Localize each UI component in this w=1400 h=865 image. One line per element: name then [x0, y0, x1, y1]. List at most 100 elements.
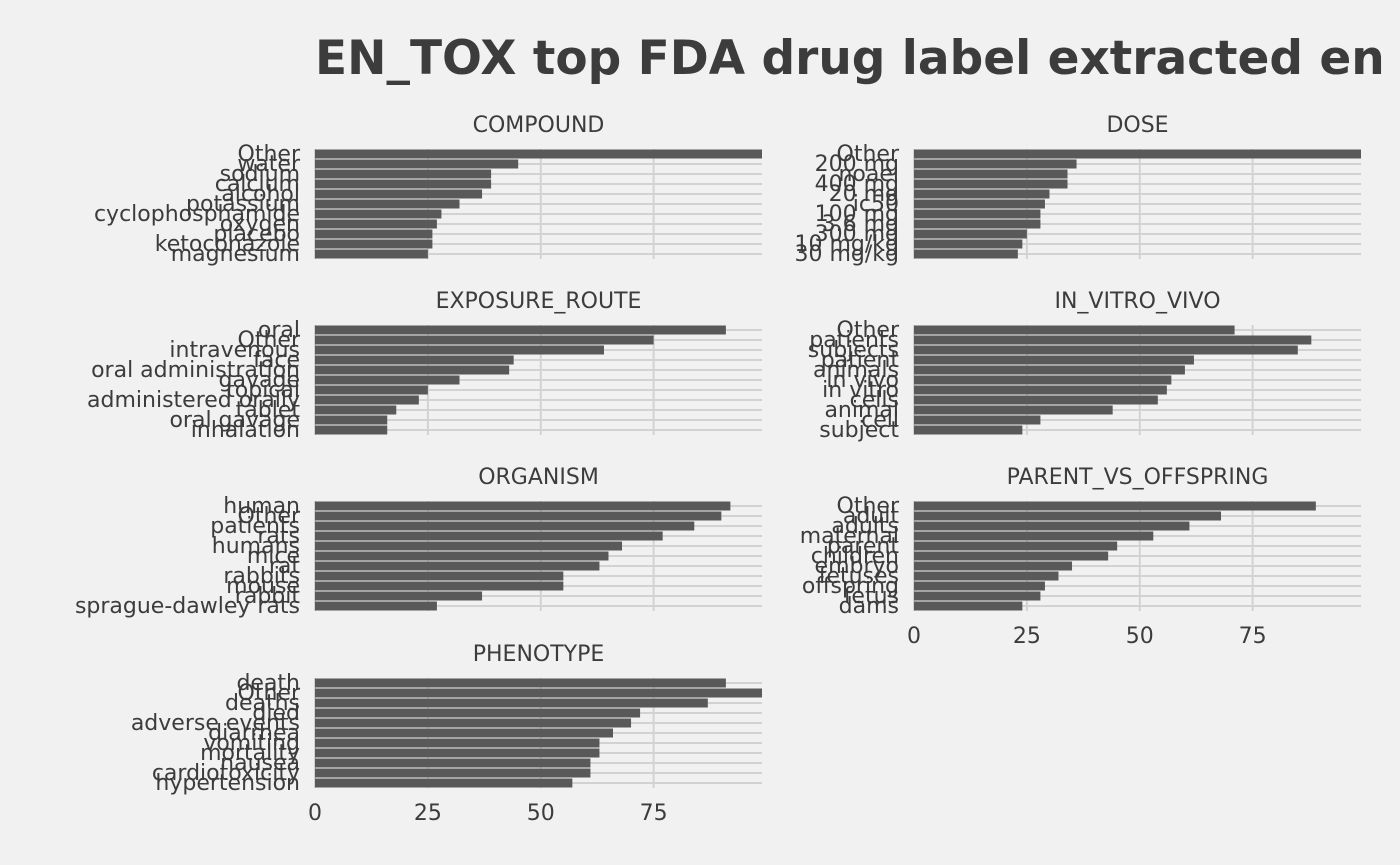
bar-subjects	[914, 345, 1298, 355]
bar-tablet	[315, 405, 397, 415]
bar-other	[315, 688, 762, 698]
bar-parent	[914, 541, 1118, 551]
category-label: noael	[838, 162, 899, 187]
x-tick-label: 0	[308, 801, 322, 826]
category-label: 100 mg	[815, 202, 899, 227]
bar-20-mg	[914, 189, 1050, 199]
bar-fetuses	[914, 571, 1059, 581]
category-label: intravenous	[169, 338, 300, 363]
category-label: died	[252, 701, 300, 726]
category-label: oral gavage	[169, 408, 300, 433]
category-label: subject	[819, 418, 899, 443]
bar-topical	[315, 385, 428, 395]
panel-compound: COMPOUND Otherwatersodiumcalciumalcoholpo…	[94, 113, 762, 267]
bar-patients	[914, 335, 1312, 345]
bar-in-vivo	[914, 375, 1172, 385]
bar-ic50	[914, 199, 1045, 209]
bar-calcium	[315, 179, 492, 189]
bar-offspring	[914, 581, 1045, 591]
panel-organism: ORGANISM humanOtherpatientsratshumansmice…	[75, 465, 762, 619]
bar-nausea	[315, 758, 591, 768]
panel-title: DOSE	[1106, 113, 1168, 138]
category-label: 3.6 mg	[822, 212, 899, 237]
category-label: maternal	[800, 524, 899, 549]
category-label: patients	[210, 514, 300, 539]
bar-other	[315, 149, 762, 159]
category-label: subjects	[808, 338, 899, 363]
bar-adults	[914, 521, 1190, 531]
category-label: nausea	[220, 751, 300, 776]
category-label: Other	[837, 494, 900, 519]
category-label: children	[811, 544, 899, 569]
bar-noael	[914, 169, 1068, 179]
panel-title: EXPOSURE_ROUTE	[436, 289, 642, 314]
bar-hypertension	[315, 778, 573, 788]
bar-human	[315, 501, 731, 511]
category-label: mice	[247, 544, 300, 569]
bar-ketoconazole	[315, 239, 433, 249]
bar-10-mg-kg	[914, 239, 1023, 249]
bar-deaths	[315, 698, 708, 708]
category-label: animals	[813, 358, 899, 383]
bar-embryo	[914, 561, 1073, 571]
bar-mortality	[315, 748, 600, 758]
bar-cells	[914, 395, 1158, 405]
bar-gavage	[315, 375, 460, 385]
bar-died	[315, 708, 641, 718]
category-label: Other	[238, 328, 301, 353]
bar-humans	[315, 541, 623, 551]
bar-intravenous	[315, 345, 604, 355]
bar-mice	[315, 551, 609, 561]
category-label: sodium	[220, 162, 300, 187]
bar-100-mg	[914, 209, 1041, 219]
panel-title: PHENOTYPE	[473, 642, 605, 667]
bar-animal	[914, 405, 1113, 415]
category-label: cells	[850, 388, 899, 413]
bar-children	[914, 551, 1109, 561]
x-tick-label: 50	[1126, 624, 1154, 649]
bar-cyclophosphamide	[315, 209, 442, 219]
category-label: ketoconazole	[155, 232, 300, 257]
category-label: rabbit	[235, 584, 301, 609]
category-label: parent	[827, 534, 899, 559]
category-label: 10 mg/kg	[795, 232, 900, 257]
bar-cell	[914, 415, 1041, 425]
category-label: patient	[821, 348, 900, 373]
category-label: offspring	[802, 574, 899, 599]
panel-title: IN_VITRO_VIVO	[1054, 289, 1220, 314]
x-tick-label: 25	[1013, 624, 1041, 649]
bar-adult	[914, 511, 1222, 521]
bar-fetus	[914, 591, 1041, 601]
bar-magnesium	[315, 249, 428, 259]
bar-other	[315, 335, 654, 345]
panel-parent-vs-offspring: PARENT_VS_OFFSPRING Otheradultadultsmater…	[800, 465, 1361, 649]
category-label: in vitro	[822, 378, 899, 403]
bar-adverse-events	[315, 718, 632, 728]
bar-potassium	[315, 199, 460, 209]
category-label: fetus	[844, 584, 899, 609]
chart-title: EN_TOX top FDA drug label extracted en	[315, 31, 1385, 86]
bar-400-mg	[914, 179, 1068, 189]
category-label: tablet	[236, 398, 301, 423]
bar-dams	[914, 601, 1023, 611]
bar-rat	[315, 561, 600, 571]
bar-in-vitro	[914, 385, 1167, 395]
category-label: oxygen	[220, 212, 300, 237]
category-label: human	[223, 494, 300, 519]
category-label: Other	[837, 318, 900, 343]
bar-rabbit	[315, 591, 483, 601]
category-label: 20 mg	[829, 182, 899, 207]
bar-other	[315, 511, 722, 521]
category-label: calcium	[215, 172, 300, 197]
bar-oral	[315, 325, 726, 335]
category-label: oral	[258, 318, 300, 343]
category-label: Other	[238, 504, 301, 529]
category-label: Other	[238, 142, 301, 167]
bar-maternal	[914, 531, 1154, 541]
bar-sprague-dawley-rats	[315, 601, 437, 611]
chart-panels: COMPOUNDOtherwatersodiumcalciumalcoholpo…	[75, 113, 1361, 826]
bar-water	[315, 159, 519, 169]
